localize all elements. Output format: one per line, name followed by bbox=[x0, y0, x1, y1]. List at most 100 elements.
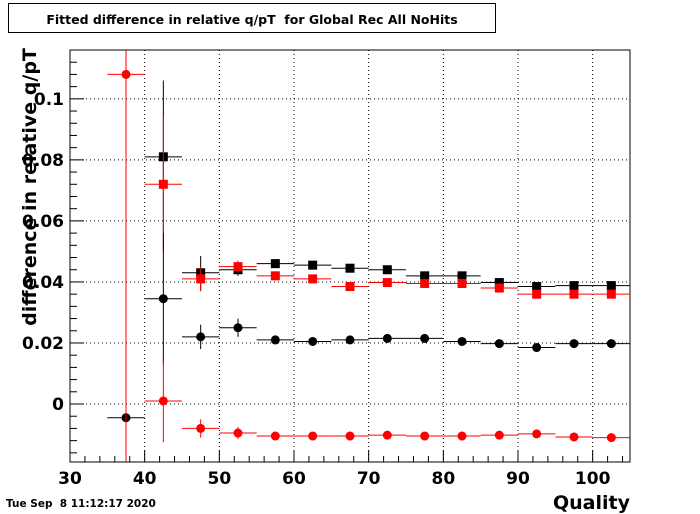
circle-marker bbox=[457, 431, 467, 441]
data-point bbox=[256, 259, 294, 269]
circle-marker bbox=[457, 336, 467, 346]
data-point bbox=[107, 50, 145, 462]
timestamp: Tue Sep 8 11:12:17 2020 bbox=[6, 498, 156, 510]
data-point bbox=[368, 430, 406, 440]
square-marker bbox=[494, 278, 504, 288]
data-point bbox=[182, 419, 220, 438]
data-point bbox=[555, 289, 593, 299]
square-marker bbox=[569, 281, 579, 291]
circle-marker bbox=[158, 396, 168, 406]
series-0 bbox=[144, 80, 630, 292]
x-tick-label: 40 bbox=[133, 469, 157, 489]
data-point bbox=[480, 430, 518, 440]
square-marker bbox=[494, 283, 504, 293]
data-point bbox=[331, 431, 369, 441]
data-point bbox=[331, 282, 369, 292]
y-tick-label: 0.06 bbox=[22, 212, 64, 232]
data-point bbox=[592, 281, 630, 291]
data-point bbox=[219, 426, 257, 440]
circle-marker bbox=[382, 430, 392, 440]
y-tick-label: 0.1 bbox=[34, 90, 64, 110]
x-tick-label: 60 bbox=[282, 469, 306, 489]
data-point bbox=[555, 339, 593, 349]
data-point bbox=[256, 271, 294, 281]
circle-marker bbox=[345, 431, 355, 441]
square-marker bbox=[308, 260, 318, 270]
data-point bbox=[555, 281, 593, 291]
y-axis-label: difference in relative q/pT bbox=[19, 48, 41, 326]
circle-marker bbox=[233, 428, 243, 438]
data-point bbox=[443, 278, 481, 288]
circle-marker bbox=[532, 429, 542, 439]
circle-marker bbox=[196, 423, 206, 433]
data-point bbox=[592, 433, 630, 443]
y-tick-label: 0.04 bbox=[22, 273, 64, 293]
chart-title: Fitted difference in relative q/pT for G… bbox=[46, 12, 458, 27]
series-1 bbox=[144, 117, 630, 299]
square-marker bbox=[196, 274, 206, 284]
circle-marker bbox=[606, 339, 616, 349]
data-point bbox=[443, 336, 481, 346]
data-point bbox=[518, 343, 556, 353]
data-point bbox=[256, 335, 294, 345]
circle-marker bbox=[121, 69, 131, 79]
square-marker bbox=[457, 278, 467, 288]
square-marker bbox=[270, 259, 280, 269]
data-point bbox=[331, 263, 369, 273]
data-point bbox=[443, 431, 481, 441]
data-series bbox=[107, 50, 630, 462]
data-point bbox=[555, 432, 593, 442]
circle-marker bbox=[532, 343, 542, 353]
circle-marker bbox=[233, 323, 243, 333]
x-axis-label: Quality bbox=[553, 492, 631, 514]
circle-marker bbox=[308, 431, 318, 441]
data-point bbox=[518, 289, 556, 299]
square-marker bbox=[382, 278, 392, 288]
circle-marker bbox=[196, 332, 206, 342]
circle-marker bbox=[606, 433, 616, 443]
x-tick-label: 80 bbox=[431, 469, 455, 489]
circle-marker bbox=[382, 333, 392, 343]
data-point bbox=[518, 282, 556, 292]
data-point bbox=[144, 233, 182, 365]
square-marker bbox=[158, 179, 168, 189]
y-tick-label: 0.08 bbox=[22, 151, 64, 171]
data-point bbox=[406, 271, 444, 281]
square-marker bbox=[420, 278, 430, 288]
x-tick-label: 70 bbox=[357, 469, 381, 489]
square-marker bbox=[345, 282, 355, 292]
data-point bbox=[219, 318, 257, 337]
axes: 30 40 50 60 70 80 90 100 0 0.02 0.04 0.06 0.08 0.1 bbox=[22, 49, 631, 489]
data-point bbox=[368, 278, 406, 288]
data-point bbox=[592, 339, 630, 349]
data-point bbox=[443, 271, 481, 281]
square-marker bbox=[532, 282, 542, 292]
data-point bbox=[480, 339, 518, 349]
data-point bbox=[480, 283, 518, 293]
series-3 bbox=[107, 50, 630, 462]
circle-marker bbox=[494, 430, 504, 440]
square-marker bbox=[569, 289, 579, 299]
data-point bbox=[182, 324, 220, 350]
data-point bbox=[368, 265, 406, 275]
square-marker bbox=[270, 271, 280, 281]
square-marker bbox=[233, 262, 243, 272]
data-point bbox=[144, 359, 182, 443]
circle-marker bbox=[569, 339, 579, 349]
series-2 bbox=[107, 233, 630, 423]
square-marker bbox=[420, 271, 430, 281]
circle-marker bbox=[345, 335, 355, 345]
square-marker bbox=[308, 274, 318, 284]
square-marker bbox=[457, 271, 467, 281]
circle-marker bbox=[420, 333, 430, 343]
x-tick-label: 30 bbox=[58, 469, 82, 489]
circle-marker bbox=[270, 431, 280, 441]
data-point bbox=[406, 431, 444, 441]
square-marker bbox=[382, 265, 392, 275]
data-point bbox=[331, 335, 369, 345]
circle-marker bbox=[158, 294, 168, 304]
data-point bbox=[294, 274, 332, 284]
circle-marker bbox=[420, 431, 430, 441]
data-point bbox=[182, 266, 220, 292]
